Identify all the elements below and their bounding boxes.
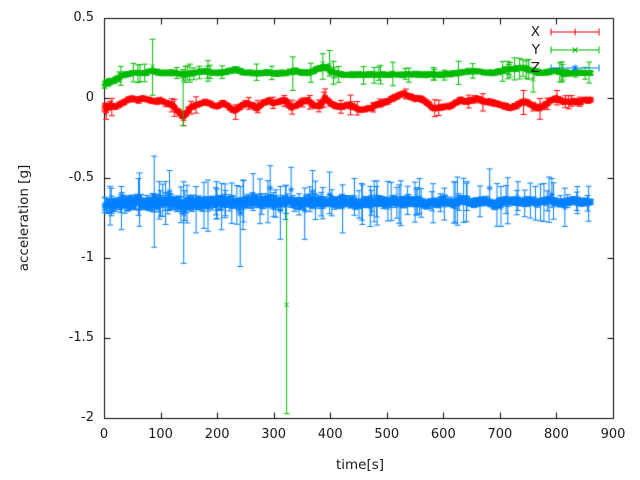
y-tick-label: 0.5 [73,10,94,25]
x-tick-label: 700 [487,427,513,442]
x-tick-label: 300 [261,427,287,442]
x-tick-label: 0 [99,427,109,442]
y-tick-label: 0 [85,90,94,105]
legend-label: Y [531,42,540,58]
x-tick-label: 200 [204,427,230,442]
legend-row: Z [530,60,601,76]
y-tick-label: -1 [81,250,94,265]
legend-label: Z [530,60,540,76]
legend-row: X [530,24,601,40]
y-tick-label: -2 [81,410,94,425]
x-axis-label: time[s] [335,457,385,473]
legend-label: X [530,24,540,40]
x-tick-label: 100 [148,427,173,442]
x-tick-label: 800 [544,427,569,442]
y-tick-label: -0.5 [68,170,94,185]
x-tick-label: 900 [600,427,626,442]
y-tick-label: -1.5 [68,330,94,345]
legend-sample-cross-icon [550,46,600,54]
legend-sample-plus-icon [550,28,600,36]
x-tick-label: 500 [374,427,400,442]
legend-sample-asterisk-icon [550,64,600,72]
x-tick-label: 600 [430,427,456,442]
y-axis-label: acceleration [g] [16,164,32,272]
legend-row: Y [531,42,601,58]
x-tick-label: 400 [317,427,343,442]
